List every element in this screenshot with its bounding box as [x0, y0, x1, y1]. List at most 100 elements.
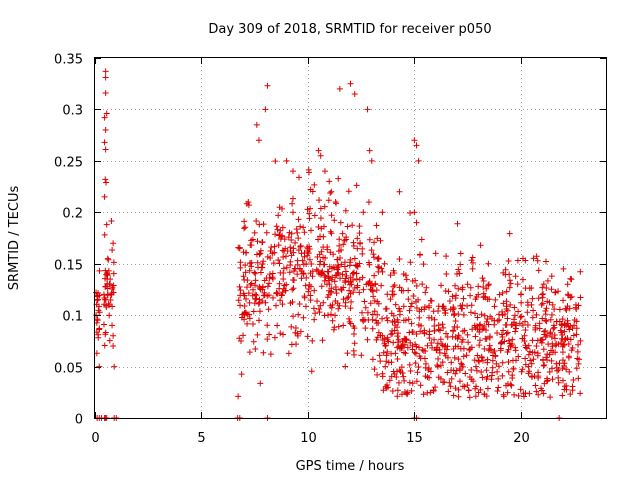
data-point — [266, 271, 273, 278]
data-point — [236, 283, 243, 290]
data-point — [504, 349, 511, 356]
data-point — [500, 393, 507, 400]
data-point — [391, 269, 398, 276]
data-point — [494, 387, 501, 394]
data-point — [104, 292, 111, 299]
data-point — [441, 350, 448, 357]
data-point — [479, 275, 486, 282]
data-point — [102, 176, 109, 183]
data-point — [485, 282, 492, 289]
data-point — [257, 269, 264, 276]
data-point — [544, 277, 551, 284]
data-point — [109, 285, 116, 292]
data-point — [371, 308, 378, 315]
data-point — [254, 259, 261, 266]
data-point — [94, 317, 101, 324]
data-point — [102, 146, 109, 153]
data-point — [469, 259, 476, 266]
data-point — [290, 285, 297, 292]
data-point — [401, 377, 408, 384]
data-point — [405, 316, 412, 323]
data-point — [561, 360, 568, 367]
data-point — [274, 322, 281, 329]
data-point — [392, 301, 399, 308]
data-point — [539, 291, 546, 298]
data-point — [316, 309, 323, 316]
data-point — [526, 368, 533, 375]
data-point — [311, 181, 318, 188]
data-point — [539, 336, 546, 343]
data-point — [321, 168, 328, 175]
data-point — [266, 280, 273, 287]
data-point — [366, 261, 373, 268]
data-point — [316, 197, 323, 204]
data-point — [544, 377, 551, 384]
data-point — [388, 350, 395, 357]
data-point — [315, 305, 322, 312]
data-point — [412, 360, 419, 367]
data-point — [332, 199, 339, 205]
data-point — [393, 374, 400, 381]
data-point — [393, 368, 400, 375]
data-point — [559, 357, 566, 364]
data-point — [237, 287, 244, 294]
data-point — [524, 299, 531, 306]
data-point — [265, 306, 272, 313]
data-point — [361, 298, 368, 305]
data-point — [110, 282, 117, 289]
data-point — [389, 291, 396, 298]
data-point — [101, 231, 108, 238]
data-point — [335, 175, 342, 182]
data-point — [379, 315, 386, 322]
data-point — [476, 337, 483, 344]
data-point — [384, 348, 391, 355]
data-point — [476, 342, 483, 349]
data-point — [103, 221, 110, 228]
data-point — [435, 308, 442, 315]
data-point — [544, 357, 551, 364]
data-point — [317, 205, 324, 212]
data-point — [369, 282, 376, 289]
data-point — [374, 255, 381, 262]
data-point — [328, 304, 335, 311]
data-point — [105, 267, 112, 274]
data-point — [103, 110, 110, 117]
data-point — [305, 288, 312, 295]
data-point — [467, 284, 474, 291]
data-point — [300, 314, 307, 321]
data-point — [301, 293, 308, 300]
data-point — [294, 261, 301, 268]
data-point — [285, 234, 292, 241]
data-point — [454, 335, 461, 342]
data-point — [290, 313, 297, 320]
data-point — [401, 335, 408, 342]
data-point — [427, 368, 434, 375]
data-point — [561, 363, 568, 370]
data-point — [540, 390, 547, 397]
data-point — [495, 375, 502, 382]
data-point — [459, 305, 466, 312]
data-point — [96, 363, 103, 370]
data-point — [408, 300, 415, 307]
data-point — [245, 202, 252, 209]
x-tick-label: 10 — [300, 431, 317, 446]
data-point — [432, 250, 439, 257]
data-point — [543, 318, 550, 325]
data-point — [308, 368, 315, 375]
data-point — [102, 89, 109, 96]
data-point — [373, 336, 380, 343]
data-point — [410, 292, 417, 299]
data-point — [450, 312, 457, 319]
data-point — [478, 368, 485, 375]
data-point — [376, 264, 383, 271]
data-point — [478, 353, 485, 360]
data-point — [538, 301, 545, 308]
data-point — [297, 328, 304, 335]
x-tick-label: 20 — [513, 431, 530, 446]
data-point — [241, 302, 248, 309]
data-point — [512, 328, 519, 335]
data-point — [242, 224, 249, 231]
data-point — [102, 68, 109, 75]
data-point — [419, 281, 426, 288]
data-point — [109, 303, 116, 310]
